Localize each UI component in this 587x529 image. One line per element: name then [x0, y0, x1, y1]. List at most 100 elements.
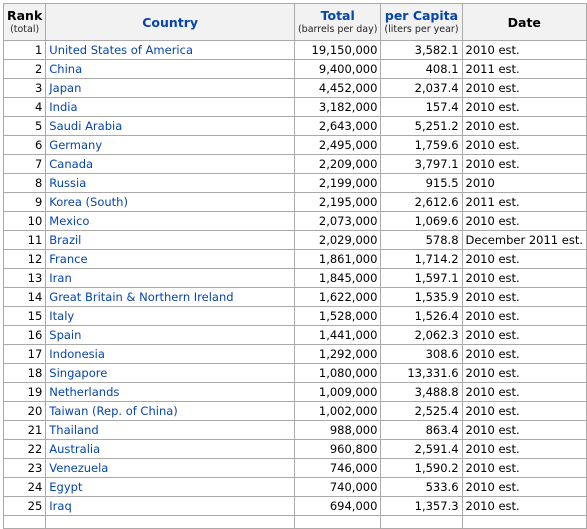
header-country[interactable]: Country	[45, 3, 295, 41]
rank-cell: 3	[2, 78, 47, 98]
country-link[interactable]: Australia	[45, 439, 295, 459]
rank-cell: 12	[2, 249, 47, 269]
rank-cell: 19	[2, 382, 47, 402]
total-cell: 2,029,000	[293, 230, 382, 250]
header-row: Rank (total) Country Total (barrels per …	[2, 3, 587, 41]
rank-cell: 17	[2, 344, 47, 364]
country-link[interactable]: Egypt	[45, 477, 295, 497]
oil-consumption-table: Rank (total) Country Total (barrels per …	[2, 3, 587, 529]
table-row: 6 Germany 2,495,000 1,759.6 2010 est.	[2, 135, 587, 155]
rank-cell: 5	[2, 116, 47, 136]
country-link[interactable]: Canada	[45, 154, 295, 174]
date-cell: 2010 est.	[461, 97, 587, 117]
total-cell: 1,441,000	[293, 325, 382, 345]
table-row: 10 Mexico 2,073,000 1,069.6 2010 est.	[2, 211, 587, 231]
per-capita-cell: 3,797.1	[380, 154, 463, 174]
date-cell: 2010 est.	[461, 116, 587, 136]
total-cell: 3,182,000	[293, 97, 382, 117]
country-link[interactable]: Netherlands	[45, 382, 295, 402]
per-capita-cell: 1,069.6	[380, 211, 463, 231]
table-row: 15 Italy 1,528,000 1,526.4 2010 est.	[2, 306, 587, 326]
date-cell: 2010 est.	[461, 268, 587, 288]
country-link[interactable]: Thailand	[45, 420, 295, 440]
per-capita-cell: 3,488.8	[380, 382, 463, 402]
country-link[interactable]: India	[45, 97, 295, 117]
total-cell: 1,292,000	[293, 344, 382, 364]
country-link[interactable]: China	[45, 59, 295, 79]
per-capita-cell: 3,582.1	[380, 40, 463, 60]
table-row: 9 Korea (South) 2,195,000 2,612.6 2011 est.	[2, 192, 587, 212]
rank-cell: 18	[2, 363, 47, 383]
country-link[interactable]: Venezuela	[45, 458, 295, 478]
country-link[interactable]: Germany	[45, 135, 295, 155]
table-row: 24 Egypt 740,000 533.6 2010 est.	[2, 477, 587, 497]
per-capita-cell: 915.5	[380, 173, 463, 193]
table-row: 17 Indonesia 1,292,000 308.6 2010 est.	[2, 344, 587, 364]
header-rank[interactable]: Rank (total)	[2, 3, 47, 41]
date-cell: 2010 est.	[461, 439, 587, 459]
per-capita-cell: 13,331.6	[380, 363, 463, 383]
country-link[interactable]: Japan	[45, 78, 295, 98]
table-row: 20 Taiwan (Rep. of China) 1,002,000 2,525.4…	[2, 401, 587, 421]
header-date[interactable]: Date	[461, 3, 587, 41]
rank-cell: 1	[2, 40, 47, 60]
country-link[interactable]: Singapore	[45, 363, 295, 383]
per-capita-cell: 533.6	[380, 477, 463, 497]
total-cell: 1,845,000	[293, 268, 382, 288]
per-capita-cell: 1,597.1	[380, 268, 463, 288]
per-capita-cell: 2,525.4	[380, 401, 463, 421]
header-total-sub: (barrels per day)	[297, 23, 378, 35]
date-cell: 2010	[461, 173, 587, 193]
date-cell: 2010 est.	[461, 344, 587, 364]
rank-cell: 20	[2, 401, 47, 421]
date-cell: 2010 est.	[461, 382, 587, 402]
table-row: 5 Saudi Arabia 2,643,000 5,251.2 2010 est.	[2, 116, 587, 136]
country-link[interactable]: Brazil	[45, 230, 295, 250]
table-row: 19 Netherlands 1,009,000 3,488.8 2010 est.	[2, 382, 587, 402]
per-capita-cell: 5,251.2	[380, 116, 463, 136]
table-row: 4 India 3,182,000 157.4 2010 est.	[2, 97, 587, 117]
table-row-partial	[2, 515, 587, 529]
total-cell: 2,209,000	[293, 154, 382, 174]
date-cell: 2010 est.	[461, 401, 587, 421]
country-link[interactable]: Mexico	[45, 211, 295, 231]
country-link[interactable]: Russia	[45, 173, 295, 193]
per-capita-cell: 2,612.6	[380, 192, 463, 212]
header-date-label: Date	[507, 14, 541, 30]
country-link[interactable]: Saudi Arabia	[45, 116, 295, 136]
header-per-capita-sub: (liters per year)	[384, 23, 459, 35]
country-link[interactable]: Iran	[45, 268, 295, 288]
header-rank-label: Rank	[7, 7, 43, 23]
country-link[interactable]: Korea (South)	[45, 192, 295, 212]
header-total[interactable]: Total (barrels per day)	[293, 3, 382, 41]
country-link[interactable]: Spain	[45, 325, 295, 345]
table-row: 8 Russia 2,199,000 915.5 2010	[2, 173, 587, 193]
header-country-label[interactable]: Country	[142, 14, 199, 30]
rank-cell: 24	[2, 477, 47, 497]
country-link[interactable]: Indonesia	[45, 344, 295, 364]
date-cell: 2010 est.	[461, 154, 587, 174]
date-cell: 2010 est.	[461, 477, 587, 497]
country-link[interactable]: United States of America	[45, 40, 295, 60]
table-row: 7 Canada 2,209,000 3,797.1 2010 est.	[2, 154, 587, 174]
table-body: 1 United States of America 19,150,000 3,582…	[2, 40, 587, 529]
country-link[interactable]: Iraq	[45, 496, 295, 516]
table-row: 18 Singapore 1,080,000 13,331.6 2010 est.	[2, 363, 587, 383]
country-link[interactable]: Taiwan (Rep. of China)	[45, 401, 295, 421]
header-per-capita-label[interactable]: per Capita	[384, 7, 459, 23]
date-cell: 2010 est.	[461, 40, 587, 60]
rank-cell: 10	[2, 211, 47, 231]
header-total-label[interactable]: Total	[320, 7, 355, 23]
table-row: 11 Brazil 2,029,000 578.8 December 2011 est.	[2, 230, 587, 250]
country-link[interactable]: Great Britain & Northern Ireland	[45, 287, 295, 307]
country-link[interactable]: France	[45, 249, 295, 269]
total-cell: 2,073,000	[293, 211, 382, 231]
rank-cell: 9	[2, 192, 47, 212]
country-link[interactable]: Italy	[45, 306, 295, 326]
total-cell: 1,009,000	[293, 382, 382, 402]
per-capita-cell: 863.4	[380, 420, 463, 440]
date-cell: 2010 est.	[461, 363, 587, 383]
total-cell: 960,800	[293, 439, 382, 459]
header-per-capita[interactable]: per Capita (liters per year)	[380, 3, 463, 41]
rank-cell: 11	[2, 230, 47, 250]
